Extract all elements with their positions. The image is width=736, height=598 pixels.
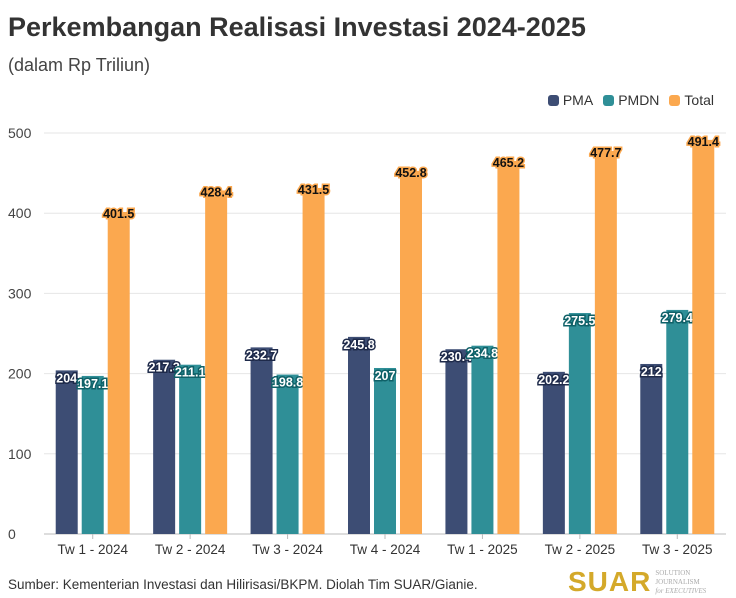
data-label: 401.5	[103, 207, 134, 221]
bar-pmdn	[81, 375, 104, 534]
legend-item-pma: PMA	[547, 92, 594, 108]
data-label: 230.4	[441, 350, 472, 364]
data-label: 477.7	[590, 146, 621, 160]
x-tick-label: Tw 2 - 2024	[155, 542, 226, 557]
logo-text: SUAR	[568, 566, 652, 597]
y-tick-label: 500	[8, 125, 32, 141]
bar-total	[107, 211, 130, 534]
legend-label: PMDN	[618, 92, 660, 108]
legend-label: PMA	[562, 92, 594, 108]
bar-pmdn	[666, 309, 689, 534]
data-label: 279.4	[662, 311, 693, 325]
legend: PMA PMDN Total	[547, 92, 714, 108]
x-tick-label: Tw 1 - 2025	[447, 542, 518, 557]
bar-total	[205, 190, 228, 534]
bar-pma	[153, 359, 176, 534]
chart-title: Perkembangan Realisasi Investasi 2024-20…	[8, 12, 586, 42]
legend-swatch	[547, 94, 559, 106]
x-tick-label: Tw 3 - 2025	[642, 542, 713, 557]
data-label: 212	[641, 365, 662, 379]
data-label: 202.2	[538, 373, 569, 387]
data-label: 428.4	[201, 185, 232, 199]
data-label: 465.2	[493, 156, 524, 170]
bar-total	[692, 139, 715, 534]
data-label: 245.8	[343, 338, 374, 352]
y-tick-label: 400	[8, 205, 32, 221]
y-tick-label: 0	[8, 526, 16, 542]
data-label: 452.8	[395, 166, 426, 180]
legend-item-pmdn: PMDN	[603, 92, 659, 108]
x-tick-label: Tw 1 - 2024	[57, 542, 128, 557]
data-label: 204	[56, 371, 77, 385]
data-label: 491.4	[688, 135, 719, 149]
legend-label: Total	[684, 92, 714, 108]
legend-swatch	[603, 94, 615, 106]
source-note: Sumber: Kementerian Investasi dan Hiliri…	[8, 577, 478, 592]
bar-total	[400, 170, 422, 534]
data-label: 275.5	[564, 314, 595, 328]
bar-total	[594, 150, 617, 535]
bar-pmdn	[471, 345, 494, 534]
bar-pma	[55, 370, 78, 534]
bar-pma	[250, 347, 273, 534]
legend-item-total: Total	[669, 92, 714, 108]
data-label: 217.3	[149, 361, 180, 375]
data-label: 232.7	[246, 348, 277, 362]
bar-pma	[348, 336, 370, 534]
x-tick-label: Tw 4 - 2024	[350, 542, 421, 557]
legend-swatch	[669, 94, 681, 106]
y-tick-label: 300	[8, 285, 32, 301]
bar-pmdn	[276, 374, 299, 534]
logo-tagline: SOLUTION JOURNALISM for EXECUTIVES	[655, 568, 707, 595]
suar-logo: SUAR SOLUTION JOURNALISM for EXECUTIVES	[568, 566, 736, 598]
bar-pmdn	[374, 367, 396, 534]
bar-total	[497, 160, 520, 534]
bar-total	[302, 187, 325, 534]
bar-pma	[640, 363, 663, 534]
y-tick-label: 200	[8, 366, 32, 382]
chart-subtitle: (dalam Rp Triliun)	[8, 55, 151, 75]
bar-pmdn	[179, 364, 202, 534]
data-label: 431.5	[298, 183, 329, 197]
x-tick-label: Tw 3 - 2024	[252, 542, 323, 557]
data-label: 234.8	[467, 347, 498, 361]
bar-pma	[445, 349, 468, 534]
bar-pmdn	[568, 313, 591, 534]
x-tick-label: Tw 2 - 2025	[545, 542, 616, 557]
data-label: 207	[375, 369, 396, 383]
data-label: 211.1	[175, 366, 206, 380]
bar-pma	[542, 371, 565, 534]
data-label: 198.8	[272, 376, 303, 390]
y-tick-label: 100	[8, 446, 32, 462]
data-label: 197.1	[77, 377, 108, 391]
